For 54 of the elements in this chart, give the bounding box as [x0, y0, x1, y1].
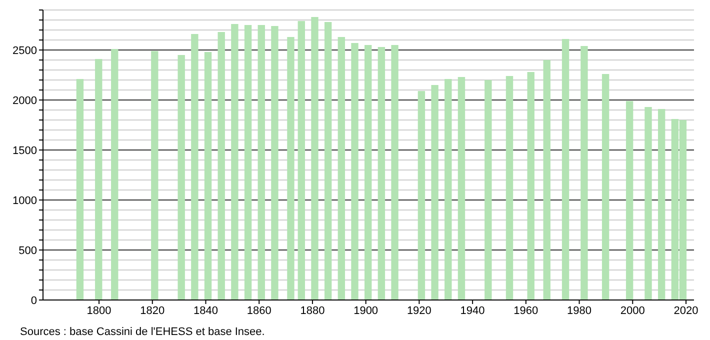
bar	[191, 34, 198, 300]
bar	[418, 91, 426, 300]
bar	[580, 46, 588, 300]
x-tick-label: 1800	[86, 304, 112, 317]
x-tick-label: 2020	[674, 304, 698, 317]
bar	[231, 24, 238, 300]
bar	[287, 37, 294, 300]
x-tick-label: 1920	[406, 304, 432, 317]
x-tick-label: 1960	[514, 304, 538, 317]
bar	[244, 25, 252, 300]
bar	[204, 52, 212, 300]
y-tick-label: 1000	[12, 194, 37, 207]
bar	[527, 72, 534, 300]
x-tick-label: 1880	[300, 304, 325, 317]
bar	[543, 60, 550, 300]
bar	[218, 32, 225, 300]
bar	[271, 26, 278, 300]
x-tick-label: 1840	[194, 304, 218, 317]
bar	[444, 79, 452, 300]
bar	[324, 22, 332, 300]
bar	[298, 21, 305, 300]
bar	[458, 77, 466, 300]
x-tick-label: 1820	[140, 304, 165, 317]
bar	[178, 55, 185, 300]
y-tick-label: 2500	[12, 44, 37, 57]
bar	[111, 49, 118, 300]
bar	[338, 37, 346, 300]
x-tick-label: 1860	[246, 304, 272, 317]
bar	[258, 25, 265, 300]
bar	[484, 80, 492, 300]
bar	[351, 43, 358, 300]
bar	[76, 79, 84, 300]
y-tick-label: 0	[30, 294, 37, 307]
x-tick-label: 1980	[567, 304, 592, 317]
bar	[626, 101, 634, 300]
bar	[391, 45, 398, 300]
bar	[151, 51, 158, 300]
x-tick-label: 1900	[354, 304, 378, 317]
y-tick-label: 2000	[12, 94, 37, 107]
bar	[602, 74, 610, 300]
bar	[364, 45, 372, 300]
bar	[378, 47, 386, 300]
y-tick-label: 1500	[12, 144, 37, 157]
x-tick-label: 2000	[620, 304, 645, 317]
x-tick-label: 1940	[460, 304, 485, 317]
bar	[506, 76, 514, 300]
bar	[644, 107, 652, 300]
bar	[658, 109, 666, 300]
source-note: Sources : base Cassini de l'EHESS et base Insee.	[20, 326, 266, 338]
bar	[95, 59, 102, 300]
bar	[311, 17, 318, 300]
bar	[431, 85, 438, 300]
y-tick-label: 500	[18, 244, 37, 257]
bar	[562, 39, 570, 300]
